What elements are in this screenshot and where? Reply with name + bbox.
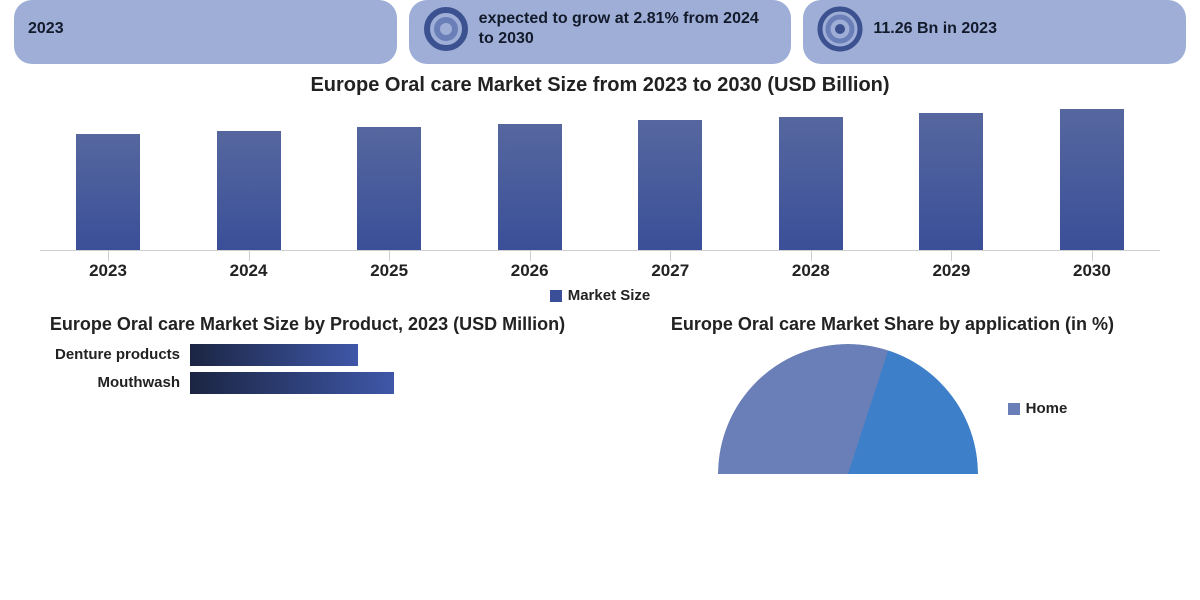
bar-wrap [1052,109,1132,250]
bar-wrap [209,131,289,250]
info-card-year: 2023 [14,0,397,64]
xaxis-tick: 2026 [490,261,570,281]
main-bar-legend: Market Size [40,287,1160,304]
pie-legend: Home [1008,400,1068,417]
pie-wrap: Home [615,344,1170,474]
ring-icon [423,6,469,52]
info-card-cagr-text: expected to grow at 2.81% from 2024 to 2… [479,9,778,49]
pie-legend-item: Home [1008,400,1068,417]
bar-2026 [498,124,562,250]
info-card-year-text: 2023 [28,19,64,39]
hbar-label: Mouthwash [30,374,190,391]
hbar-track [190,344,585,366]
bar-2024 [217,131,281,250]
legend-label: Market Size [568,287,651,304]
xaxis-row: 2023 2024 2025 2026 2027 2028 2029 2030 [40,251,1160,281]
bar-wrap [630,120,710,250]
product-hbar-body: Denture products Mouthwash [30,344,585,394]
bar-2030 [1060,109,1124,250]
hbar-fill [190,344,358,366]
xaxis-tick: 2029 [911,261,991,281]
xaxis-tick: 2025 [349,261,429,281]
bar-2027 [638,120,702,250]
xaxis-tick: 2028 [771,261,851,281]
bar-2028 [779,117,843,250]
bar-wrap [771,117,851,250]
bar-2029 [919,113,983,250]
info-card-size-text: 11.26 Bn in 2023 [873,19,997,39]
application-pie-title: Europe Oral care Market Share by applica… [615,313,1170,336]
target-icon [817,6,863,52]
product-hbar-panel: Europe Oral care Market Size by Product,… [30,313,585,474]
main-bar-chart: 2023 2024 2025 2026 2027 2028 2029 2030 Market … [40,101,1160,301]
bars-row [40,101,1160,251]
bar-2025 [357,127,421,250]
hbar-track [190,372,585,394]
info-card-row: 2023 expected to grow at 2.81% from 2024… [0,0,1200,64]
legend-swatch-icon [550,290,562,302]
hbar-row: Mouthwash [30,372,585,394]
bar-wrap [490,124,570,250]
legend-swatch-icon [1008,403,1020,415]
bar-2023 [76,134,140,250]
hbar-fill [190,372,394,394]
bar-wrap [911,113,991,250]
xaxis-tick: 2023 [68,261,148,281]
xaxis-tick: 2027 [630,261,710,281]
bar-wrap [68,134,148,250]
product-hbar-title: Europe Oral care Market Size by Product,… [30,313,585,336]
pie-half [718,344,978,474]
bar-wrap [349,127,429,250]
xaxis-tick: 2030 [1052,261,1132,281]
info-card-cagr: expected to grow at 2.81% from 2024 to 2… [409,0,792,64]
hbar-label: Denture products [30,346,190,363]
pie-legend-label: Home [1026,400,1068,417]
info-card-size: 11.26 Bn in 2023 [803,0,1186,64]
application-pie-panel: Europe Oral care Market Share by applica… [615,313,1170,474]
main-bar-chart-title: Europe Oral care Market Size from 2023 t… [0,74,1200,97]
lower-row: Europe Oral care Market Size by Product,… [0,313,1200,474]
pie-inner [718,344,978,474]
hbar-row: Denture products [30,344,585,366]
xaxis-tick: 2024 [209,261,289,281]
